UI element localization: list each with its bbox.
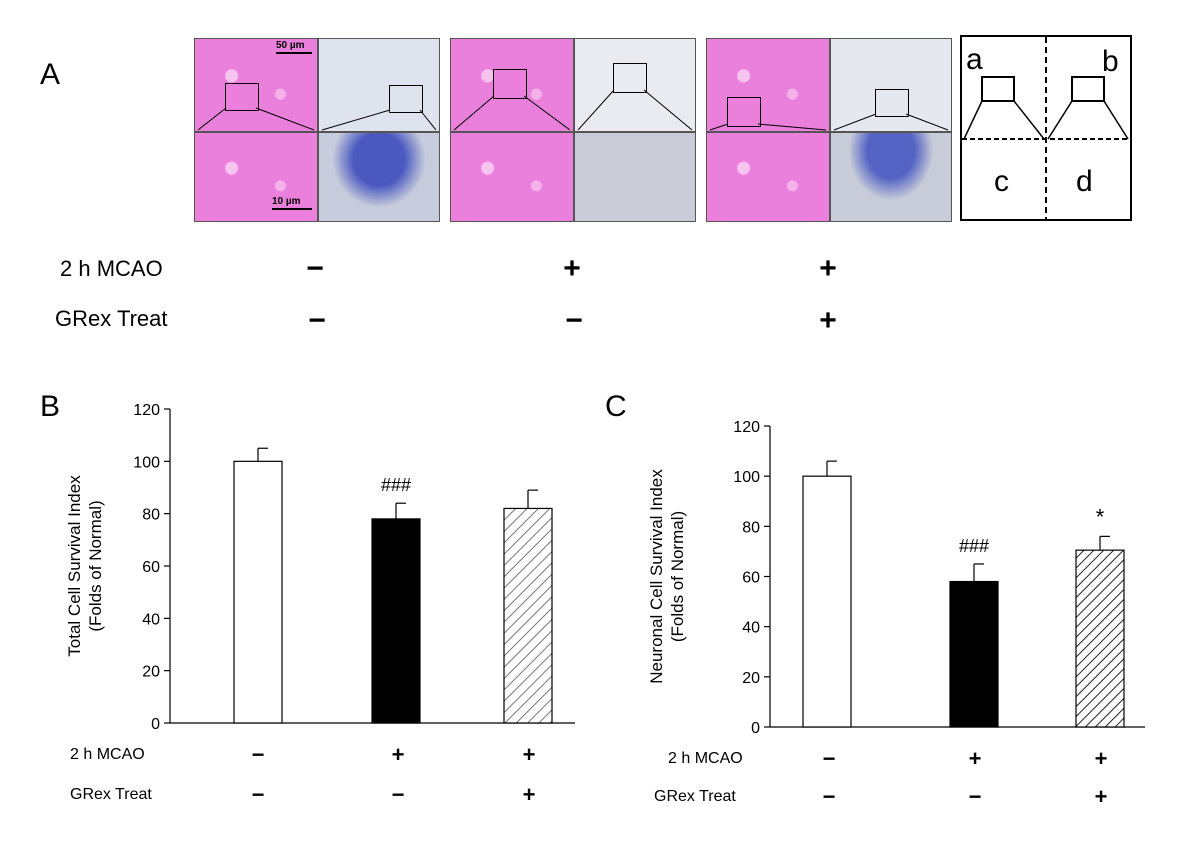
key-box-a — [981, 76, 1015, 102]
zoom-box — [875, 89, 909, 117]
bar — [233, 460, 283, 724]
panel-letter-b: B — [40, 390, 61, 423]
connector-line — [833, 113, 877, 131]
chart-c-sign-grex-2: − — [968, 784, 982, 809]
bar — [503, 507, 553, 724]
chart-c-label-mcao: 2 h MCAO — [668, 750, 743, 767]
significance-label: ### — [959, 536, 989, 556]
connector-line — [643, 89, 693, 131]
y-tick-label: 60 — [142, 559, 160, 576]
panel-letter-a: A — [40, 58, 61, 91]
nissl-zoom-image — [318, 132, 440, 222]
chart-b-sign-grex-1: − — [251, 782, 265, 807]
bar — [1075, 549, 1125, 728]
connector-line — [197, 107, 227, 131]
y-tick-label: 120 — [133, 402, 160, 419]
key-box-b — [1071, 76, 1105, 102]
scale-bar-label-10um: 10 µm — [272, 196, 301, 207]
chart-b-sign-mcao-2: + — [391, 742, 405, 767]
key-letter-b: b — [1102, 45, 1119, 78]
zoom-box — [493, 69, 527, 99]
he-overview-image — [194, 38, 318, 132]
significance-label: * — [1096, 504, 1105, 529]
connector-line — [523, 95, 571, 131]
panel-letter-c: C — [605, 390, 627, 423]
nissl-zoom-image — [574, 132, 696, 222]
y-tick-label: 20 — [742, 670, 760, 687]
y-tick-label: 0 — [751, 720, 760, 735]
y-tick-label: 40 — [742, 620, 760, 637]
sign-mcao-3: + — [819, 252, 837, 285]
bar — [949, 580, 999, 728]
y-tick-label: 20 — [142, 664, 160, 681]
chart-c-sign-mcao-2: + — [968, 746, 982, 771]
sign-grex-1: − — [308, 304, 326, 337]
y-tick-label: 80 — [742, 519, 760, 536]
chart-b-sign-mcao-1: − — [251, 742, 265, 767]
chart-b-sign-grex-3: + — [522, 782, 536, 807]
scale-bar-50um — [276, 52, 312, 54]
y-tick-label: 40 — [142, 611, 160, 628]
chart-c-sign-grex-3: + — [1094, 784, 1108, 809]
connector-line — [577, 89, 615, 131]
chart-c-sign-mcao-3: + — [1094, 746, 1108, 771]
key-letter-d: d — [1076, 165, 1093, 198]
chart-b-label-grex: GRex Treat — [70, 786, 152, 803]
chart-c-sign-grex-1: − — [822, 784, 836, 809]
sign-mcao-1: − — [306, 252, 324, 285]
y-axis-label: Neuronal Cell Survival Index (Folds of No… — [647, 469, 687, 684]
connector-line — [453, 95, 495, 131]
zoom-box — [727, 97, 761, 127]
sign-grex-3: + — [819, 304, 837, 337]
chart-b-sign-mcao-3: + — [522, 742, 536, 767]
key-letter-c: c — [994, 165, 1009, 198]
nissl-overview-image — [318, 38, 440, 132]
y-tick-label: 120 — [733, 419, 760, 436]
connector-line — [255, 107, 315, 131]
connector-line — [709, 123, 729, 131]
chart-c: 0 20 40 60 80 100 120 Neuronal Cell Survival In… — [647, 419, 1145, 735]
condition-label-mcao: 2 h MCAO — [60, 256, 163, 281]
y-tick-label: 100 — [733, 469, 760, 486]
significance-label: ### — [381, 475, 411, 495]
he-overview-image — [450, 38, 574, 132]
zoom-box — [225, 83, 259, 111]
zoom-box — [389, 85, 423, 113]
he-overview-image — [706, 38, 830, 132]
bar — [371, 518, 421, 724]
chart-b-label-mcao: 2 h MCAO — [70, 746, 145, 763]
bar — [802, 475, 852, 728]
layout-key-diagram: a b c d — [960, 35, 1132, 221]
key-letter-a: a — [966, 43, 983, 76]
he-zoom-image — [194, 132, 318, 222]
he-zoom-image — [450, 132, 574, 222]
sign-mcao-2: + — [563, 252, 581, 285]
chart-c-label-grex: GRex Treat — [654, 788, 736, 805]
connector-line — [419, 109, 437, 131]
zoom-connectors — [197, 89, 949, 131]
y-tick-label: 80 — [142, 507, 160, 524]
y-tick-label: 100 — [133, 454, 160, 471]
y-axis-label: Total Cell Survival Index (Folds of Norma… — [65, 475, 105, 657]
chart-b-sign-grex-2: − — [391, 782, 405, 807]
connector-line — [321, 109, 391, 131]
sign-grex-2: − — [565, 304, 583, 337]
scale-bar-label-50um: 50 µm — [276, 40, 305, 51]
nissl-zoom-image — [830, 132, 952, 222]
condition-label-grex: GRex Treat — [55, 306, 168, 331]
chart-b: 0 20 40 60 80 100 120 Total Cell Survival Index… — [65, 402, 575, 730]
zoom-box — [613, 63, 647, 93]
he-zoom-image — [706, 132, 830, 222]
connector-line — [905, 113, 949, 131]
y-tick-label: 0 — [151, 716, 160, 730]
scale-bar-10um — [272, 208, 312, 210]
y-tick-label: 60 — [742, 570, 760, 587]
nissl-overview-image — [830, 38, 952, 132]
chart-c-sign-mcao-1: − — [822, 746, 836, 771]
connector-line — [757, 123, 827, 131]
